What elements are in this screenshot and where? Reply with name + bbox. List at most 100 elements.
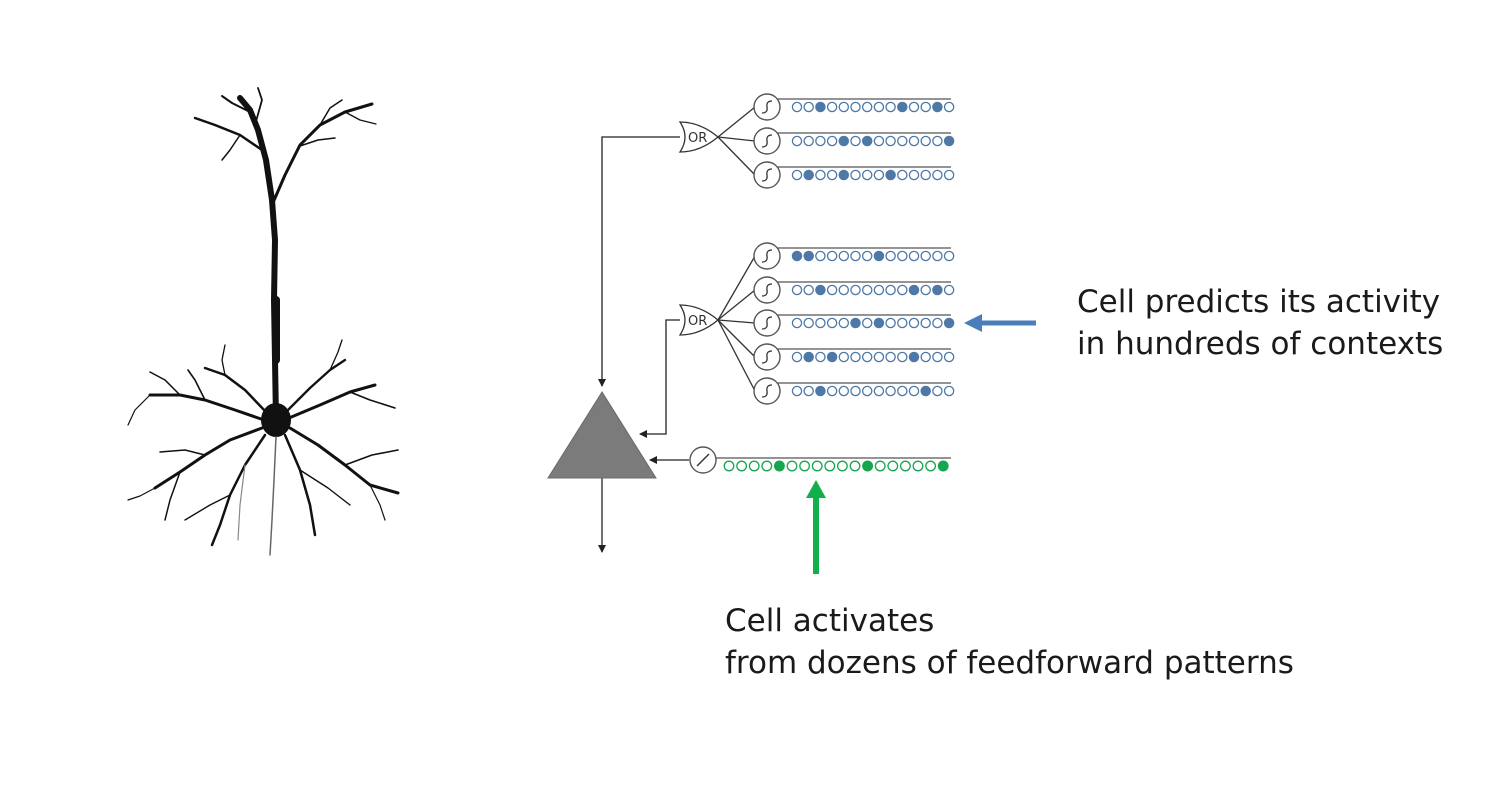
green-arrow [806,480,826,574]
activate-caption: Cell activates from dozens of feedforwar… [725,600,1294,684]
top-group-integrator-curve [761,134,773,148]
middle-group-synapse [873,385,885,397]
middle-group-synapse [885,317,896,329]
middle-group-synapse [803,351,814,363]
top-group-synapse [897,101,908,113]
proximal-synapse [836,460,848,472]
proximal-synapse [912,460,924,472]
middle-group-synapse [861,351,873,363]
top-group-synapse [861,101,873,113]
top-group-synapse [908,169,920,181]
proximal-synapse [761,460,773,472]
middle-group-synapse [815,351,826,363]
middle-group-synapse [826,250,838,262]
top-group-synapse [815,135,826,147]
predict-caption-line2: in hundreds of contexts [1077,326,1444,362]
middle-group-synapse [838,284,850,296]
middle-group-synapse [791,284,803,296]
middle-group-synapse [826,317,838,329]
top-group-synapse [897,135,908,147]
middle-group-synapse [850,351,861,363]
middle-group-synapse [803,250,814,262]
top-group-branch [717,136,756,176]
middle-group-synapse [908,351,920,363]
middle-group-integrator-curve [761,350,773,364]
middle-group-synapse [920,284,931,296]
middle-group-synapse [861,284,873,296]
proximal-synapse [824,460,836,472]
dendritic-segments [716,93,955,472]
middle-group-synapse [861,317,873,329]
top-group-branch [717,106,756,138]
proximal-synapse [925,460,937,472]
top-group-synapse [873,101,885,113]
middle-group-synapse [932,385,943,397]
middle-group-synapse [920,351,931,363]
middle-group-synapse [850,250,861,262]
middle-group-synapse [943,385,955,397]
middle-group-synapse [838,317,850,329]
top-group-synapse [838,169,850,181]
predict-caption-line1: Cell predicts its activity [1077,284,1441,320]
top-group-synapse [908,101,920,113]
blue-arrow [964,314,1036,332]
middle-group-synapse [932,317,943,329]
top-or-gate: OR [678,121,720,153]
middle-group-synapse [920,250,931,262]
svg-text:OR: OR [688,131,707,146]
proximal-synapse [937,460,949,472]
top-group-synapse [885,135,896,147]
middle-group-synapse [850,284,861,296]
top-group-synapse [803,135,814,147]
middle-group-branch [717,319,756,358]
middle-group-synapse [908,385,920,397]
middle-group-synapse [897,317,908,329]
proximal-synapse [811,460,823,472]
pyramidal-neuron-illustration [127,87,400,556]
wiring [598,136,689,553]
top-group-synapse [826,101,838,113]
proximal-synapse [799,460,811,472]
top-group-synapse [932,101,943,113]
top-or-output-wire [598,136,680,387]
middle-group-synapse [826,351,838,363]
middle-group-synapse [943,284,955,296]
middle-group-synapse [908,250,920,262]
proximal-threshold-gate [689,446,717,474]
middle-group-synapse [920,385,931,397]
middle-or-output-wire [639,319,680,438]
top-group-synapse [943,101,955,113]
top-group-synapse [850,169,861,181]
svg-text:OR: OR [688,314,707,329]
top-group-synapse [920,169,931,181]
top-group-synapse [920,135,931,147]
middle-group-synapse [838,385,850,397]
middle-group-synapse [861,250,873,262]
middle-group-branch [717,319,756,392]
top-group-synapse [815,169,826,181]
middle-group-synapse [873,351,885,363]
top-group-synapse [791,169,803,181]
middle-group-synapse [803,317,814,329]
middle-group-synapse [791,250,803,262]
top-group-synapse [908,135,920,147]
middle-group-synapse [873,250,885,262]
top-group-synapse [803,101,814,113]
proximal-synapse [899,460,911,472]
cell-body-triangle [547,391,657,479]
middle-group-synapse [815,284,826,296]
middle-group-synapse [850,317,861,329]
proximal-synapse [748,460,760,472]
middle-group-synapse [885,250,896,262]
top-group-integrator-curve [761,100,773,114]
middle-group-integrator-curve [761,283,773,297]
top-group-synapse [838,101,850,113]
middle-group-synapse [791,317,803,329]
middle-group-synapse [791,351,803,363]
top-group-synapse [803,169,814,181]
activate-caption-line2: from dozens of feedforward patterns [725,645,1294,681]
middle-group-synapse [815,317,826,329]
top-group-synapse [838,135,850,147]
middle-group-branch [717,289,756,321]
middle-or-gate: OR [678,304,720,336]
